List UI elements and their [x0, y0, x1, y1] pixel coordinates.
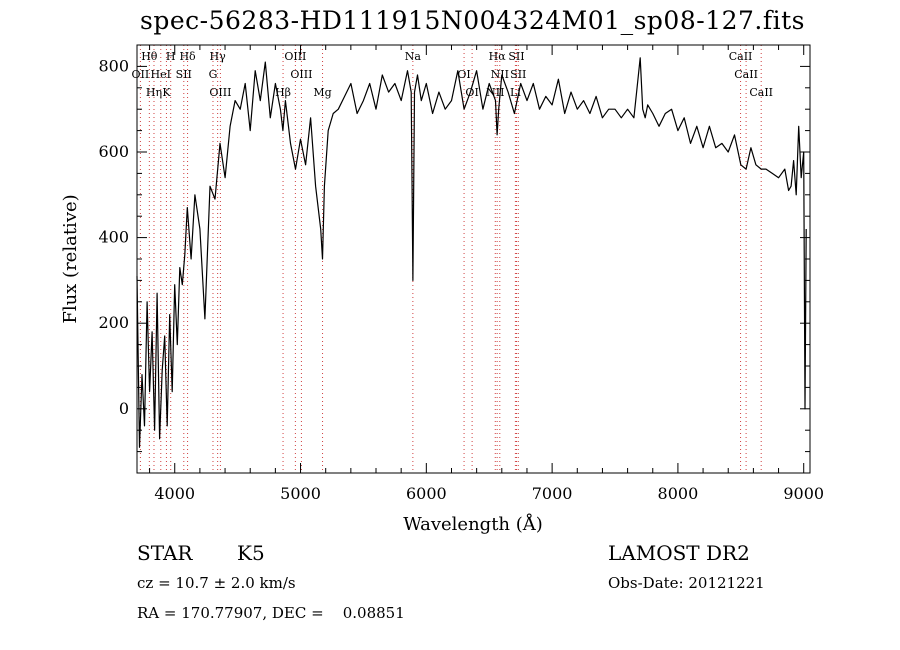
y-tick-label: 400 [98, 228, 129, 247]
spectral-line-label: G [209, 68, 218, 81]
y-tick-label: 0 [119, 399, 129, 418]
spectral-line-label: NII [491, 68, 509, 81]
spectral-line-label: Hγ [210, 50, 227, 63]
redshift-label: cz = 10.7 ± 2.0 km/s [137, 574, 296, 592]
spectral-line-label: OII [132, 68, 150, 81]
y-tick-label: 800 [98, 56, 129, 75]
spectral-line-label: CaII [749, 86, 773, 99]
spectral-line-label: OI [465, 86, 478, 99]
survey-label: LAMOST DR2 [608, 541, 750, 565]
spectral-line-label: Li [510, 86, 521, 99]
x-tick-label: 8000 [658, 484, 699, 503]
y-tick-label: 600 [98, 142, 129, 161]
spectral-line-label: Hδ [179, 50, 196, 63]
spectral-line-label: NII [486, 86, 504, 99]
spectral-line-label: SII [510, 68, 526, 81]
spectral-line-label: OI [457, 68, 470, 81]
class-label: STAR [137, 541, 193, 565]
spectral-line-label: Hβ [275, 86, 291, 99]
spectral-line-label: OIII [284, 50, 306, 63]
spectral-line-label: Mg [313, 86, 331, 99]
spectral-line-label: OIII [209, 86, 231, 99]
spectrum-series-line [136, 57, 807, 448]
x-tick-label: 7000 [532, 484, 573, 503]
spectral-line-label: CaII [729, 50, 753, 63]
x-axis-label: Wavelength (Å) [403, 513, 543, 535]
spectral-line-label: CaII [734, 68, 758, 81]
x-tick-label: 5000 [280, 484, 321, 503]
spectral-line-label: SII [176, 68, 192, 81]
spectral-line-label: H [166, 50, 176, 63]
x-tick-label: 4000 [154, 484, 195, 503]
x-tick-label: 6000 [406, 484, 447, 503]
spectral-line-label: Hη [146, 86, 162, 99]
y-tick-label: 200 [98, 313, 129, 332]
spectral-line-label: Hα [489, 50, 507, 63]
spectral-line-label: OIII [290, 68, 312, 81]
spectral-line-label: K [162, 86, 171, 99]
chart-title: spec-56283-HD111915N004324M01_sp08-127.f… [140, 6, 805, 35]
x-tick-label: 9000 [783, 484, 824, 503]
subclass-label: K5 [237, 541, 265, 565]
obs-date-label: Obs-Date: 20121221 [608, 574, 765, 592]
plot-frame [136, 44, 811, 474]
spectral-line-label: HeI [151, 68, 171, 81]
coordinates-label: RA = 170.77907, DEC = 0.08851 [137, 604, 405, 622]
spectral-line-label: Na [405, 50, 422, 63]
spectral-line-label: SII [508, 50, 524, 63]
y-axis-label: Flux (relative) [60, 194, 81, 323]
spectral-line-label: Hθ [141, 50, 158, 63]
